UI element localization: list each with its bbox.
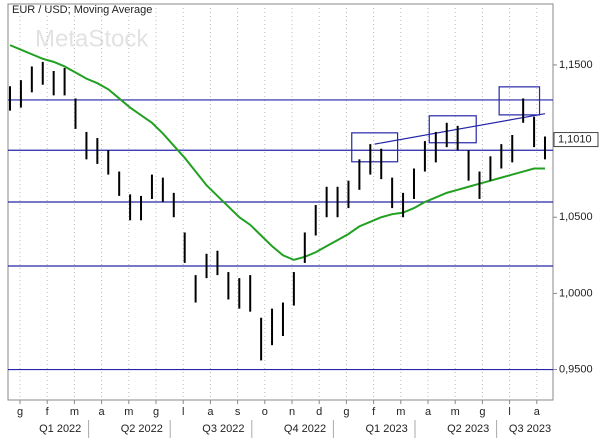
watermark: MetaStock xyxy=(35,25,149,52)
month-label: g xyxy=(479,406,485,418)
month-label: f xyxy=(372,406,376,418)
month-label: a xyxy=(207,406,214,418)
y-tick-label: 0,9500 xyxy=(559,363,593,375)
month-label: n xyxy=(289,406,295,418)
month-label: g xyxy=(343,406,349,418)
pattern-box xyxy=(428,115,477,144)
quarter-label: Q2 2022 xyxy=(121,423,163,435)
quarter-label: Q1 2023 xyxy=(365,423,407,435)
quarter-label: Q3 2022 xyxy=(202,423,244,435)
chart-title: EUR / USD; Moving Average xyxy=(12,4,152,16)
month-label: l xyxy=(182,406,184,418)
month-label: a xyxy=(99,406,106,418)
quarter-label: Q3 2023 xyxy=(509,423,551,435)
last-price-box xyxy=(553,132,599,148)
y-tick-label: 1,0500 xyxy=(559,211,593,223)
month-label: d xyxy=(316,406,322,418)
trendline xyxy=(374,113,546,145)
month-label: g xyxy=(17,406,23,418)
month-label: a xyxy=(534,406,541,418)
quarter-label: Q1 2022 xyxy=(39,423,81,435)
month-label: m xyxy=(124,406,133,418)
month-label: f xyxy=(46,406,50,418)
month-label: a xyxy=(425,406,432,418)
month-label: m xyxy=(70,406,79,418)
pattern-box xyxy=(351,132,399,163)
quarter-label: Q2 2023 xyxy=(447,423,489,435)
last-price-label: 1,1010 xyxy=(558,133,592,145)
y-tick-label: 1,1500 xyxy=(559,59,593,71)
quarter-label: Q4 2022 xyxy=(284,423,326,435)
month-label: o xyxy=(262,406,268,418)
month-label: l xyxy=(508,406,510,418)
y-tick-label: 1,0000 xyxy=(559,287,593,299)
month-label: s xyxy=(235,406,241,418)
pattern-box xyxy=(498,86,541,116)
moving-average-line xyxy=(9,44,545,261)
month-label: m xyxy=(451,406,460,418)
month-label: g xyxy=(153,406,159,418)
month-label: m xyxy=(396,406,405,418)
